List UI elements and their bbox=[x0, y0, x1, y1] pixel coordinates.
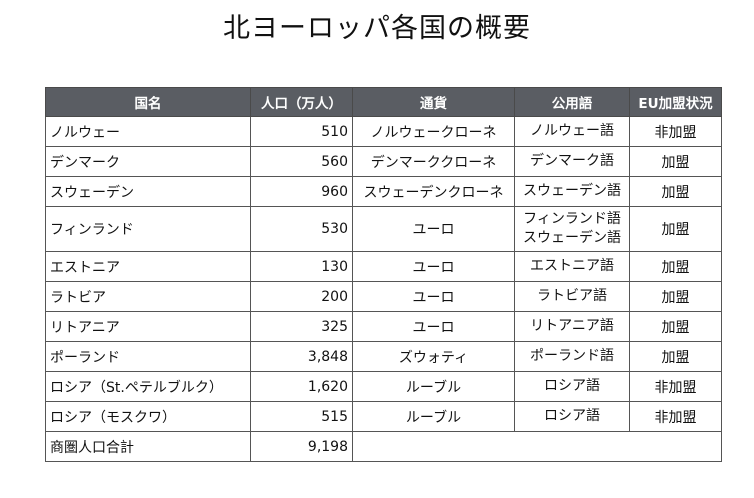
language-cell: リトアニア語 bbox=[514, 311, 630, 342]
header-eu-status: EU加盟状況 bbox=[629, 87, 722, 117]
language-cell: ロシア語 bbox=[514, 401, 630, 432]
header-population: 人口（万人） bbox=[250, 87, 353, 117]
country-cell: ロシア（モスクワ） bbox=[45, 401, 251, 432]
eu-status-cell: 加盟 bbox=[629, 206, 722, 252]
language-cell: スウェーデン語 bbox=[514, 176, 630, 207]
currency-cell: ルーブル bbox=[352, 371, 515, 402]
language-line: スウェーデン語 bbox=[523, 230, 621, 246]
eu-status-cell: 非加盟 bbox=[629, 401, 722, 432]
language-line: ロシア語 bbox=[544, 378, 600, 394]
country-cell: ラトビア bbox=[45, 281, 251, 312]
table-row: ノルウェー 510 ノルウェークローネ ノルウェー語 非加盟 bbox=[45, 116, 722, 147]
table-row: ポーランド 3,848 ズウォティ ポーランド語 加盟 bbox=[45, 341, 722, 372]
eu-status-cell: 加盟 bbox=[629, 146, 722, 177]
population-cell: 200 bbox=[250, 281, 353, 312]
population-cell: 560 bbox=[250, 146, 353, 177]
table-row: リトアニア 325 ユーロ リトアニア語 加盟 bbox=[45, 311, 722, 342]
currency-cell: ルーブル bbox=[352, 401, 515, 432]
population-cell: 510 bbox=[250, 116, 353, 147]
table-row: デンマーク 560 デンマーククローネ デンマーク語 加盟 bbox=[45, 146, 722, 177]
language-cell: デンマーク語 bbox=[514, 146, 630, 177]
table-body: ノルウェー 510 ノルウェークローネ ノルウェー語 非加盟 デンマーク 560 デンマークク… bbox=[45, 116, 722, 462]
table-row: エストニア 130 ユーロ エストニア語 加盟 bbox=[45, 251, 722, 282]
population-cell: 3,848 bbox=[250, 341, 353, 372]
currency-cell: ユーロ bbox=[352, 206, 515, 252]
country-cell: リトアニア bbox=[45, 311, 251, 342]
eu-status-cell: 加盟 bbox=[629, 251, 722, 282]
language-cell: エストニア語 bbox=[514, 251, 630, 282]
currency-cell: ノルウェークローネ bbox=[352, 116, 515, 147]
language-line: ノルウェー語 bbox=[530, 123, 614, 139]
eu-status-cell: 加盟 bbox=[629, 311, 722, 342]
total-row: 商圏人口合計 9,198 bbox=[45, 431, 722, 462]
language-line: ロシア語 bbox=[544, 408, 600, 424]
language-line: ポーランド語 bbox=[530, 348, 614, 364]
total-population: 9,198 bbox=[250, 431, 353, 462]
total-empty-cell bbox=[352, 431, 722, 462]
country-cell: デンマーク bbox=[45, 146, 251, 177]
language-line: エストニア語 bbox=[530, 258, 614, 274]
population-cell: 325 bbox=[250, 311, 353, 342]
population-cell: 960 bbox=[250, 176, 353, 207]
country-cell: エストニア bbox=[45, 251, 251, 282]
total-label: 商圏人口合計 bbox=[45, 431, 251, 462]
currency-cell: デンマーククローネ bbox=[352, 146, 515, 177]
population-cell: 515 bbox=[250, 401, 353, 432]
currency-cell: ユーロ bbox=[352, 311, 515, 342]
eu-status-cell: 加盟 bbox=[629, 281, 722, 312]
currency-cell: スウェーデンクローネ bbox=[352, 176, 515, 207]
currency-cell: ユーロ bbox=[352, 251, 515, 282]
language-cell: フィンランド語 スウェーデン語 bbox=[514, 206, 630, 252]
table-row: ロシア（St.ペテルブルク） 1,620 ルーブル ロシア語 非加盟 bbox=[45, 371, 722, 402]
table-row: フィンランド 530 ユーロ フィンランド語 スウェーデン語 加盟 bbox=[45, 206, 722, 252]
currency-cell: ユーロ bbox=[352, 281, 515, 312]
language-line: ラトビア語 bbox=[537, 288, 607, 304]
country-overview-table: 国名 人口（万人） 通貨 公用語 EU加盟状況 ノルウェー 510 ノルウェークロー… bbox=[45, 87, 722, 462]
header-language: 公用語 bbox=[514, 87, 630, 117]
country-cell: ノルウェー bbox=[45, 116, 251, 147]
table-row: スウェーデン 960 スウェーデンクローネ スウェーデン語 加盟 bbox=[45, 176, 722, 207]
table-row: ロシア（モスクワ） 515 ルーブル ロシア語 非加盟 bbox=[45, 401, 722, 432]
header-country: 国名 bbox=[45, 87, 251, 117]
language-line: デンマーク語 bbox=[530, 153, 614, 169]
population-cell: 1,620 bbox=[250, 371, 353, 402]
header-currency: 通貨 bbox=[352, 87, 515, 117]
table-header-row: 国名 人口（万人） 通貨 公用語 EU加盟状況 bbox=[45, 87, 722, 117]
language-line: フィンランド語 bbox=[523, 211, 621, 227]
population-cell: 130 bbox=[250, 251, 353, 282]
page-title: 北ヨーロッパ各国の概要 bbox=[223, 13, 531, 44]
language-cell: ラトビア語 bbox=[514, 281, 630, 312]
language-cell: ノルウェー語 bbox=[514, 116, 630, 147]
eu-status-cell: 非加盟 bbox=[629, 371, 722, 402]
country-cell: フィンランド bbox=[45, 206, 251, 252]
country-cell: ポーランド bbox=[45, 341, 251, 372]
currency-cell: ズウォティ bbox=[352, 341, 515, 372]
language-line: リトアニア語 bbox=[530, 318, 614, 334]
eu-status-cell: 加盟 bbox=[629, 341, 722, 372]
population-cell: 530 bbox=[250, 206, 353, 252]
table-row: ラトビア 200 ユーロ ラトビア語 加盟 bbox=[45, 281, 722, 312]
language-cell: ロシア語 bbox=[514, 371, 630, 402]
country-cell: ロシア（St.ペテルブルク） bbox=[45, 371, 251, 402]
eu-status-cell: 非加盟 bbox=[629, 116, 722, 147]
language-line: スウェーデン語 bbox=[523, 183, 621, 199]
language-cell: ポーランド語 bbox=[514, 341, 630, 372]
eu-status-cell: 加盟 bbox=[629, 176, 722, 207]
country-cell: スウェーデン bbox=[45, 176, 251, 207]
